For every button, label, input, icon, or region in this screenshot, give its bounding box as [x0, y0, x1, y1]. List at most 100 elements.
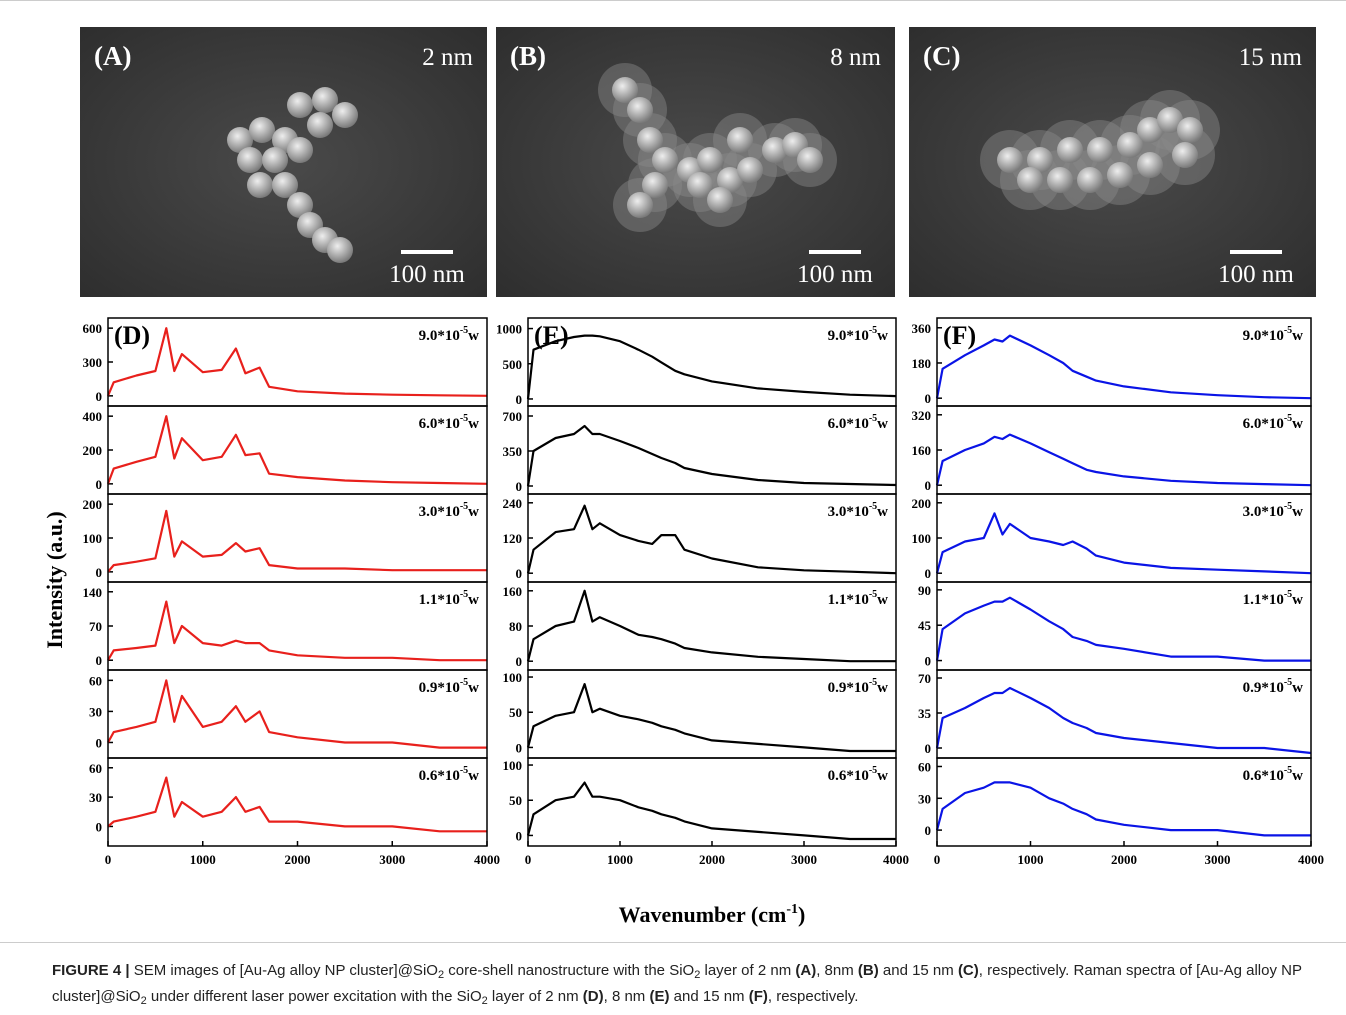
panel-label: (D) [114, 321, 150, 350]
power-label-part: -5 [869, 325, 877, 336]
y-tick-label: 160 [912, 443, 932, 458]
power-label-part: 0.9*10 [828, 680, 869, 696]
spectrum [107, 776, 487, 833]
y-tick-label: 0 [925, 823, 932, 838]
y-tick-label: 0 [925, 478, 932, 493]
nanoparticle [312, 87, 338, 113]
y-tick-label: 30 [918, 791, 931, 806]
power-label-part: -5 [1284, 325, 1292, 336]
caption: FIGURE 4 | SEM images of [Au-Ag alloy NP… [52, 960, 1312, 1012]
power-label-part: w [1292, 504, 1303, 520]
y-tick-label: 0 [96, 565, 103, 580]
power-label-part: w [1292, 680, 1303, 696]
y-tick-label: 100 [503, 670, 523, 685]
nanoparticle [287, 192, 313, 218]
power-label-part: 9.0*10 [419, 328, 460, 344]
y-tick-label: 0 [925, 741, 932, 756]
power-label-part: 6.0*10 [828, 416, 869, 432]
y-tick-label: 0 [516, 740, 523, 755]
power-label-part: 0.6*10 [828, 768, 869, 784]
y-tick-label: 0 [96, 819, 103, 834]
shell-thickness: 8 nm [830, 44, 881, 71]
power-label-part: -5 [869, 765, 877, 776]
nanoparticle [1047, 167, 1073, 193]
power-label-part: w [877, 416, 888, 432]
caption-segment: layer of 2 nm [700, 962, 796, 979]
y-tick-label: 70 [89, 619, 102, 634]
power-label-part: -5 [1284, 501, 1292, 512]
y-tick-label: 120 [503, 531, 523, 546]
caption-segment: FIGURE 4 | [52, 962, 130, 979]
spectrum [526, 682, 896, 753]
y-tick-label: 100 [912, 531, 932, 546]
power-label: 3.0*10-5w [1243, 501, 1304, 520]
spectrum [935, 781, 1311, 837]
y-tick-label: 200 [912, 496, 932, 511]
power-label-part: w [877, 592, 888, 608]
caption-segment: layer of 2 nm [487, 988, 583, 1005]
power-label-part: 0.6*10 [1243, 768, 1284, 784]
x-tick-label: 0 [105, 852, 112, 867]
y-tick-label: 600 [83, 321, 103, 336]
y-tick-label: 60 [89, 673, 102, 688]
x-tick-label: 3000 [1205, 852, 1231, 867]
power-label: 6.0*10-5w [419, 413, 480, 432]
nanoparticle [652, 147, 678, 173]
x-tick-label: 3000 [379, 852, 405, 867]
nanoparticle [797, 147, 823, 173]
power-label-part: w [468, 680, 479, 696]
x-tick-label: 0 [525, 852, 532, 867]
power-label-part: w [468, 416, 479, 432]
y-tick-label: 0 [516, 392, 523, 407]
y-tick-label: 70 [918, 671, 931, 686]
nanoparticle [287, 92, 313, 118]
caption-segment: and 15 nm [878, 962, 958, 979]
power-label: 6.0*10-5w [1243, 413, 1304, 432]
caption-segment: 2 [694, 969, 701, 981]
caption-segment: under different laser power excitation w… [146, 988, 482, 1005]
spectrum [107, 600, 487, 662]
caption-segment: , 8nm [816, 962, 858, 979]
power-label: 0.9*10-5w [828, 677, 889, 696]
y-tick-label: 0 [96, 735, 103, 750]
power-label: 0.9*10-5w [419, 677, 480, 696]
power-label-part: -5 [1284, 677, 1292, 688]
power-label-part: 9.0*10 [1243, 328, 1284, 344]
caption-segment: (C) [957, 962, 979, 979]
y-tick-label: 30 [89, 704, 102, 719]
power-label: 9.0*10-5w [828, 325, 889, 344]
spectrum [526, 334, 897, 400]
y-tick-label: 35 [918, 706, 932, 721]
spectrum [935, 686, 1312, 755]
power-label-part: 6.0*10 [1243, 416, 1284, 432]
y-tick-label: 45 [918, 618, 932, 633]
nanoparticle [247, 172, 273, 198]
spectrum [106, 415, 488, 485]
power-label: 9.0*10-5w [1243, 325, 1304, 344]
nanoparticle [1027, 147, 1053, 173]
y-tick-label: 140 [83, 585, 103, 600]
caption-segment: (E) [649, 988, 670, 1005]
nanoparticle [1087, 137, 1113, 163]
nanoparticle [1137, 117, 1163, 143]
power-label-part: -5 [460, 325, 468, 336]
x-tick-label: 0 [934, 852, 941, 867]
y-tick-label: 30 [89, 790, 102, 805]
caption-segment: (D) [582, 988, 604, 1005]
power-label: 0.6*10-5w [828, 765, 889, 784]
power-label: 1.1*10-5w [1243, 589, 1304, 608]
nanoparticle [332, 102, 358, 128]
y-tick-label: 100 [83, 531, 103, 546]
nanoparticle [227, 127, 253, 153]
caption-segment: and 15 nm [669, 988, 749, 1005]
nanoparticle [1137, 152, 1163, 178]
power-label-part: w [877, 768, 888, 784]
caption-segment: SEM images of [Au-Ag alloy NP cluster]@S… [129, 962, 438, 979]
y-tick-label: 60 [89, 761, 102, 776]
nanoparticle [249, 117, 275, 143]
power-label: 6.0*10-5w [828, 413, 889, 432]
nanoparticle [642, 172, 668, 198]
power-label-part: w [877, 328, 888, 344]
power-label: 3.0*10-5w [828, 501, 889, 520]
